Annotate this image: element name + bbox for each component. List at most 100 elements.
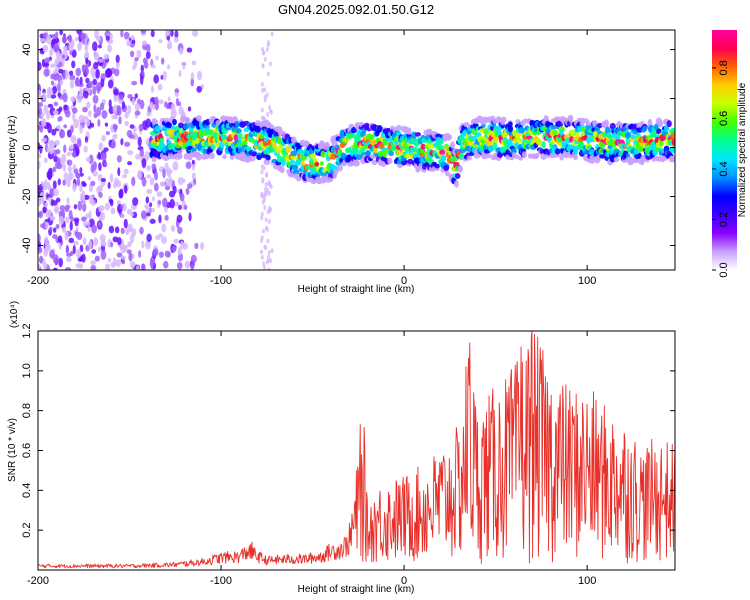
spectrogram-noise-speck [158,39,163,44]
spectrogram-noise-speck [42,262,48,270]
spectrogram-ridge-cell [603,119,610,128]
spectrogram-noise-speck [41,58,46,68]
spectrogram-noise-speck [86,101,91,109]
spectrogram-ridge-cell [365,150,371,157]
spectrogram-noise-speck [49,226,53,231]
spectrogram-y-axis-label: Frequency (Hz) [7,116,18,185]
spectrogram-noise-speck [79,87,84,97]
colorbar-tick-label: 0.6 [718,111,730,126]
spectrogram-noise-speck [116,252,123,258]
spectrogram-ridge-cell [370,139,377,146]
spectrogram-noise-speck [82,237,87,246]
spectrogram-noise-speck [153,182,159,192]
spectrogram-noise-speck [62,92,68,103]
spectrogram-ridge-cell [300,160,305,166]
colorbar-gradient [712,30,737,270]
spectrogram-noise-speck [52,234,58,239]
spectrogram-noise-speck [149,101,154,109]
spectrogram-ridge-cell [154,125,162,132]
spectrogram-noise-speck [149,202,153,208]
spectrogram-noise-speck [112,236,119,243]
spectrogram-noise-speck [174,30,179,39]
spectrogram-noise-speck [82,106,88,113]
spectrogram-noise-speck [267,267,271,270]
x-tick-label: 0 [401,575,407,587]
spectrogram-noise-speck [42,32,48,40]
spectrogram-noise-speck [40,223,46,229]
spectrogram-ridge-cell [215,120,222,126]
spectrogram-noise-speck [101,110,108,119]
spectrogram-noise-speck [131,228,137,237]
spectrogram-ridge-cell [454,173,461,179]
spectrogram-ridge-cell [505,149,511,155]
spectrogram-x-axis-label: Height of straight line (km) [298,284,415,295]
spectrogram-frame [37,29,676,271]
spectrogram-ridge-cell [585,121,592,126]
spectrogram-noise-speck [183,204,188,210]
spectrogram-noise-speck [184,260,190,269]
spectrogram-noise-speck [263,94,267,100]
spectrogram-noise-speck [50,73,56,80]
spectrogram-noise-speck [95,68,100,79]
snr-y-ticks: 0.2 0.4 0.6 0.8 1.0 1.2 [21,323,675,538]
spectrogram-noise-speck [149,258,155,269]
spectrogram-noise-speck [120,30,124,38]
spectrogram-noise-speck [145,239,151,250]
spectrogram-noise-speck [167,96,171,102]
spectrogram-noise-speck [140,210,147,219]
spectrogram-noise-speck [57,235,63,243]
spectrogram-noise-speck [166,64,171,70]
spectrogram-noise-speck [103,147,109,152]
spectrogram-noise-speck [124,141,131,147]
spectrogram-ridge-cell [521,151,527,159]
spectrogram-noise-speck [120,138,124,146]
spectrogram-noise-speck [144,203,149,210]
spectrogram-noise-speck [109,199,114,207]
spectrogram-noise-speck [101,134,106,142]
spectrogram-noise-speck [91,224,98,234]
spectrogram-noise-speck [270,31,274,37]
spectrogram-noise-speck [75,150,79,157]
spectrogram-ridge-cell [272,141,277,149]
spectrogram-noise-speck [260,81,264,87]
spectrogram-ridge-cell [195,153,203,161]
spectrogram-noise-speck [140,30,147,34]
spectrogram-noise-speck [76,177,81,187]
spectrogram-noise-speck [135,265,140,270]
spectrogram-noise-speck [146,165,151,172]
x-tick-label: -100 [210,275,232,287]
spectrogram-noise-speck [67,34,73,43]
spectrogram-noise-speck [108,225,115,234]
spectrogram-noise-speck [142,57,148,64]
spectrogram-noise-speck [123,168,129,175]
spectrogram-noise-speck [92,170,98,177]
spectrogram-noise-speck [56,124,61,130]
spectrogram-noise-speck [58,106,63,112]
spectrogram-noise-speck [100,249,107,260]
spectrogram-noise-speck [42,44,49,53]
spectrogram-noise-speck [52,110,59,116]
spectrogram-ridge-cell [540,152,547,160]
spectrogram-noise-speck [38,210,44,219]
spectrogram-noise-speck [152,248,159,257]
spectrogram-noise-speck [58,53,63,63]
spectrogram-noise-speck [63,124,68,129]
spectrogram-ridge-cell [670,132,675,140]
spectrogram-noise-speck [92,94,99,104]
spectrogram-noise-speck [38,160,41,170]
spectrogram-noise-speck [77,42,82,52]
spectrogram-ridge-cell [457,165,463,173]
spectrogram-noise-speck [172,161,179,171]
spectrogram-noise-speck [87,176,92,181]
spectrogram-noise-speck [129,261,136,269]
spectrogram-noise-speck [188,212,192,222]
spectrogram-noise-speck [38,83,41,92]
y-tick-label: 0.4 [21,483,33,498]
spectrogram-noise-speck [145,118,152,128]
spectrogram-noise-speck [50,198,54,207]
spectrogram-noise-speck [88,239,93,250]
spectrogram-noise-speck [96,36,102,42]
spectrogram-noise-speck [79,172,84,177]
spectrogram-noise-speck [145,44,151,53]
